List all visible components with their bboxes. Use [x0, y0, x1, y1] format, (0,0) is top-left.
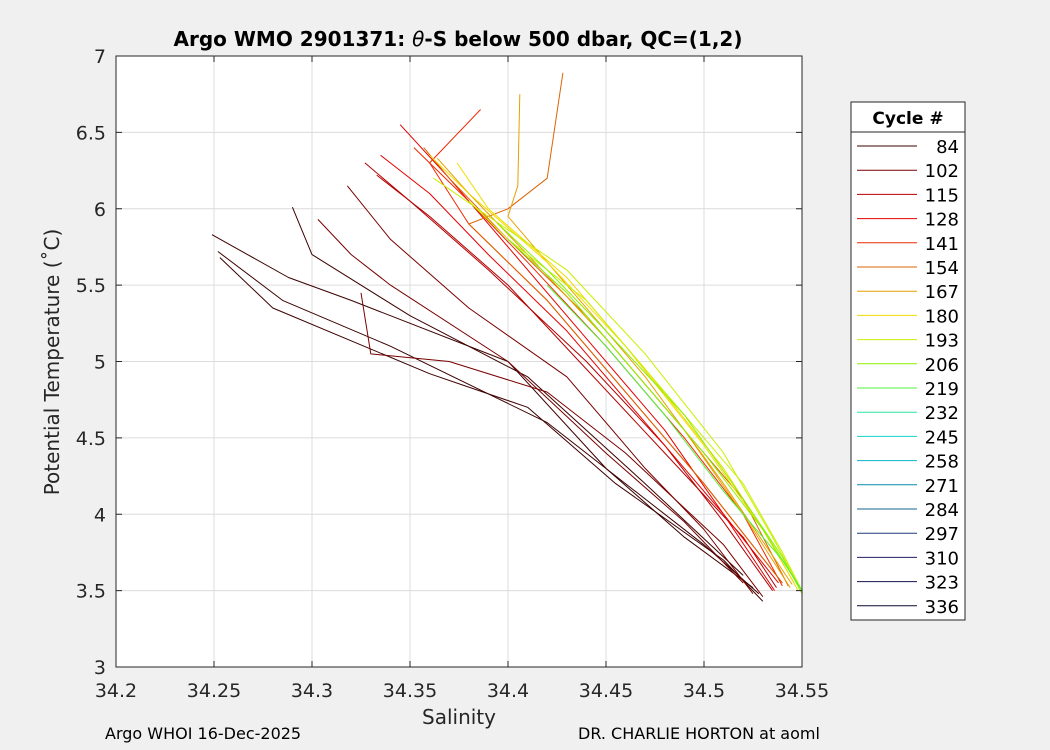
y-axis-label: Potential Temperature (˚C): [40, 229, 64, 496]
y-tick-label: 6: [94, 199, 106, 221]
series-line-cycle-84: [217, 251, 760, 595]
legend-label-219: 219: [925, 379, 959, 400]
legend-title: Cycle #: [872, 109, 943, 129]
legend-label-141: 141: [925, 234, 959, 255]
y-tick-label: 5.5: [76, 275, 106, 297]
legend-label-167: 167: [925, 282, 959, 303]
series-line-cycle-219: [546, 284, 803, 591]
series-line-cycle-102: [317, 219, 744, 584]
legend-label-258: 258: [925, 452, 959, 473]
x-axis-ticks: 34.2 34.25 34.3 34.35 34.4 34.45 34.5 34.55: [95, 56, 829, 702]
legend-label-232: 232: [925, 403, 959, 424]
legend-label-245: 245: [925, 427, 959, 448]
x-tick-label: 34.45: [579, 680, 633, 702]
series-line-cycle-154: [468, 72, 783, 584]
footer-right-credit: DR. CHARLIE HORTON at aoml: [578, 724, 820, 743]
series-line-cycle-84: [291, 207, 744, 576]
legend-label-180: 180: [925, 306, 959, 327]
legend-label-193: 193: [925, 331, 959, 352]
legend-label-310: 310: [925, 548, 959, 569]
x-tick-label: 34.55: [775, 680, 829, 702]
y-axis-ticks: 3 3.5 4 4.5 5 5.5 6 6.5 7: [76, 46, 802, 679]
y-tick-label: 5: [94, 352, 106, 374]
legend: Cycle # 84 102 115 128 141 154 167 180 193 206 219…: [850, 101, 966, 621]
x-tick-label: 34.2: [95, 680, 137, 702]
title-prefix: Argo WMO 2901371:: [174, 27, 413, 51]
legend-label-336: 336: [925, 597, 959, 618]
series-line-cycle-206: [507, 238, 803, 591]
legend-label-323: 323: [925, 573, 959, 594]
legend-label-154: 154: [925, 258, 959, 279]
legend-label-206: 206: [925, 355, 959, 376]
footer-left-credit: Argo WHOI 16-Dec-2025: [105, 724, 302, 743]
x-tick-label: 34.35: [383, 680, 437, 702]
y-tick-label: 3.5: [76, 581, 106, 603]
series-group: [211, 72, 803, 602]
legend-label-284: 284: [925, 500, 959, 521]
series-line-cycle-206: [497, 223, 803, 594]
chart-title: Argo WMO 2901371: θ-S below 500 dbar, QC…: [174, 27, 743, 51]
title-suffix: -S below 500 dbar, QC=(1,2): [424, 27, 742, 51]
legend-label-84: 84: [936, 137, 959, 158]
legend-entries: 84 102 115 128 141 154 167 180 193 206 219 232 245 25…: [857, 137, 959, 618]
x-tick-label: 34.4: [487, 680, 529, 702]
legend-label-102: 102: [925, 161, 959, 182]
x-axis-label: Salinity: [422, 705, 496, 729]
y-tick-label: 3: [94, 657, 106, 679]
series-line-cycle-102: [346, 185, 754, 595]
x-tick-label: 34.25: [187, 680, 241, 702]
legend-label-128: 128: [925, 210, 959, 231]
series-line-cycle-193: [433, 177, 801, 588]
series-line-cycle-102: [360, 292, 764, 598]
title-theta: θ: [412, 27, 424, 51]
series-line-cycle-84: [219, 257, 764, 602]
x-tick-label: 34.5: [683, 680, 725, 702]
legend-label-297: 297: [925, 524, 959, 545]
y-tick-label: 7: [94, 46, 106, 68]
y-tick-label: 4.5: [76, 428, 106, 450]
series-line-cycle-115: [376, 174, 777, 588]
y-tick-label: 4: [94, 504, 106, 526]
legend-label-115: 115: [925, 185, 959, 206]
x-tick-label: 34.3: [291, 680, 333, 702]
y-tick-label: 6.5: [76, 122, 106, 144]
legend-label-271: 271: [925, 476, 959, 497]
